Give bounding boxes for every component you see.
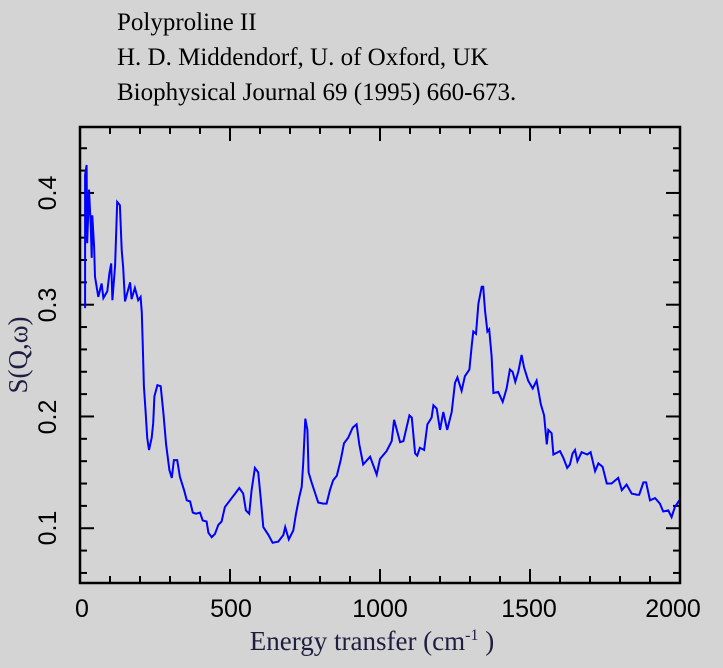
x-tick-label-1000: 1000 <box>352 595 408 623</box>
axis-ticks <box>80 127 680 583</box>
y-tick-label-0.4: 0.4 <box>34 176 62 211</box>
y-tick-label-0.2: 0.2 <box>34 400 62 435</box>
title-line-2: H. D. Middendorf, U. of Oxford, UK <box>117 44 488 71</box>
x-tick-label-500: 500 <box>210 595 252 623</box>
y-axis-label: S(Q,ω) <box>3 316 33 393</box>
y-tick-label-0.1: 0.1 <box>34 511 62 546</box>
x-tick-label-0: 0 <box>75 595 89 623</box>
plot-frame <box>78 125 682 585</box>
title-line-3: Biophysical Journal 69 (1995) 660-673. <box>117 79 516 106</box>
x-tick-label-2000: 2000 <box>645 595 701 623</box>
y-tick-label-0.3: 0.3 <box>34 288 62 323</box>
x-tick-label-1500: 1500 <box>501 595 557 623</box>
title-line-1: Polyproline II <box>117 9 257 36</box>
x-axis-label: Energy transfer (cm-1 ) <box>250 626 495 656</box>
data-series-line <box>84 164 681 544</box>
